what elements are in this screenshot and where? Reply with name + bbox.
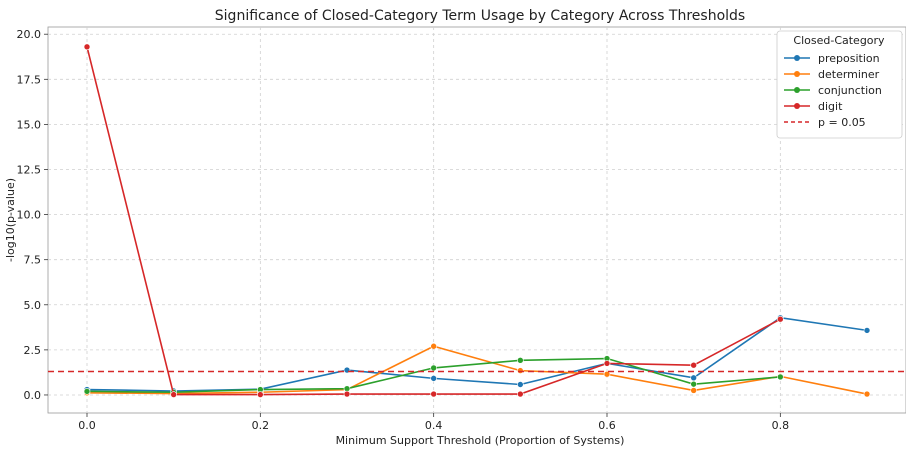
- y-tick-label: 0.0: [24, 389, 42, 402]
- data-point-determiner: [863, 390, 871, 398]
- data-point-preposition: [517, 381, 524, 388]
- legend-title: Closed-Category: [793, 34, 885, 47]
- data-point-digit: [257, 391, 264, 398]
- data-point-determiner: [430, 342, 437, 350]
- legend-label: p = 0.05: [818, 116, 866, 129]
- y-tick-label: 5.0: [24, 299, 42, 312]
- legend-marker: [794, 103, 800, 109]
- y-tick-label: 17.5: [17, 73, 42, 86]
- y-tick-label: 7.5: [24, 254, 42, 267]
- data-point-digit: [603, 360, 611, 367]
- x-axis-label: Minimum Support Threshold (Proportion of…: [336, 434, 625, 447]
- data-point-digit: [343, 390, 351, 398]
- x-tick-label: 0.6: [598, 419, 616, 432]
- y-tick-label: 10.0: [17, 209, 42, 222]
- data-point-preposition: [690, 374, 697, 382]
- x-tick-label: 0.2: [252, 419, 270, 432]
- data-point-conjunction: [517, 357, 524, 364]
- legend-marker: [794, 71, 800, 77]
- data-point-digit: [430, 390, 437, 398]
- chart-title: Significance of Closed-Category Term Usa…: [215, 8, 745, 24]
- data-point-digit: [517, 390, 524, 398]
- legend: Closed-Category preposition determiner con…: [776, 30, 903, 139]
- x-tick-label: 0.0: [78, 419, 96, 432]
- y-axis-label: -log10(p-value): [4, 178, 17, 262]
- data-point-conjunction: [777, 373, 784, 381]
- series-line-determiner: [86, 345, 868, 395]
- data-point-conjunction: [430, 364, 437, 372]
- series-layer: [48, 43, 906, 398]
- data-point-conjunction: [83, 388, 91, 395]
- plot-area: [47, 26, 906, 414]
- y-tick-label: 2.5: [24, 344, 42, 357]
- y-tick-label: 12.5: [17, 163, 42, 176]
- legend-marker: [794, 55, 800, 61]
- data-point-determiner: [603, 370, 611, 378]
- data-point-conjunction: [690, 380, 697, 388]
- gridlines: [48, 27, 906, 413]
- axis-ticks: 0.0 0.2 0.4 0.6 0.8 0.0 2.5 5.0 7.5 10.0 12.5 15.0 1…: [17, 28, 790, 432]
- legend-label: digit: [818, 100, 843, 113]
- y-tick-label: 20.0: [17, 28, 42, 41]
- data-point-conjunction: [343, 385, 351, 392]
- x-tick-label: 0.4: [425, 419, 443, 432]
- data-point-determiner: [517, 367, 524, 374]
- legend-marker: [794, 87, 800, 93]
- data-point-preposition: [863, 327, 871, 334]
- data-point-digit: [690, 361, 697, 369]
- data-point-preposition: [430, 375, 437, 382]
- data-point-digit: [170, 391, 177, 398]
- data-point-digit: [83, 43, 91, 51]
- data-point-determiner: [690, 387, 697, 394]
- legend-label: conjunction: [818, 84, 882, 97]
- y-tick-label: 15.0: [17, 118, 42, 131]
- legend-label: preposition: [818, 52, 880, 65]
- x-tick-label: 0.8: [772, 419, 790, 432]
- data-point-digit: [777, 315, 784, 323]
- series-line-preposition: [86, 316, 868, 392]
- legend-label: determiner: [818, 68, 880, 81]
